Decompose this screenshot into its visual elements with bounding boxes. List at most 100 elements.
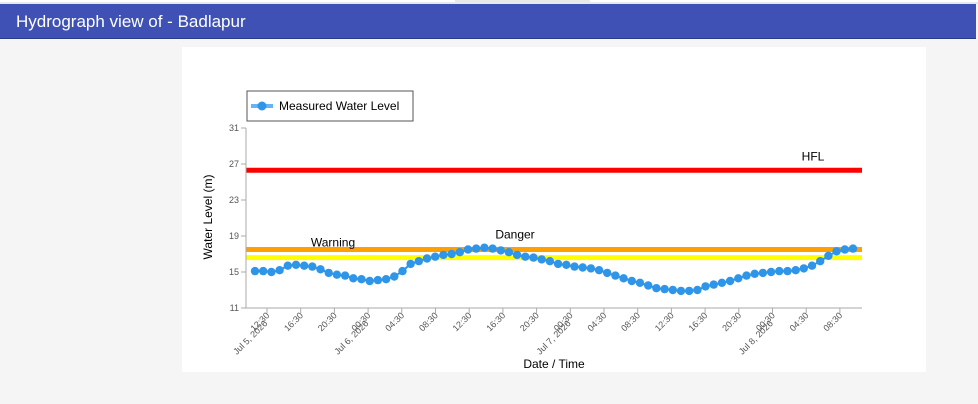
data-point[interactable] (488, 244, 497, 253)
data-point[interactable] (717, 278, 727, 287)
legend-series-marker (257, 101, 267, 111)
x-tick-label: 20:30 (518, 310, 541, 333)
data-point[interactable] (553, 259, 563, 269)
data-point[interactable] (807, 261, 817, 270)
page-title: Hydrograph view of - Badlapur (16, 12, 246, 31)
data-point[interactable] (676, 286, 686, 296)
data-point[interactable] (644, 281, 653, 290)
top-strip-segment (590, 0, 978, 2)
x-tick-label: 12:30 (653, 310, 676, 333)
data-point[interactable] (725, 276, 735, 286)
data-point[interactable] (406, 259, 415, 269)
data-point[interactable] (521, 252, 530, 261)
data-point[interactable] (447, 249, 456, 259)
data-point[interactable] (586, 264, 596, 273)
y-tick-label: 27 (229, 159, 239, 169)
data-point[interactable] (685, 286, 694, 296)
data-point[interactable] (480, 243, 489, 252)
data-point[interactable] (635, 278, 645, 287)
data-point[interactable] (472, 244, 481, 253)
data-point[interactable] (562, 260, 571, 269)
data-point[interactable] (791, 266, 800, 275)
data-point[interactable] (422, 254, 432, 263)
data-point[interactable] (848, 244, 858, 253)
data-point[interactable] (431, 252, 440, 261)
data-point[interactable] (439, 250, 448, 260)
x-tick-label: 16:30 (282, 310, 305, 333)
data-point[interactable] (390, 272, 399, 281)
data-point[interactable] (734, 274, 743, 283)
data-point[interactable] (660, 284, 669, 294)
data-point[interactable] (373, 275, 383, 285)
y-tick-label: 15 (229, 267, 239, 277)
data-point[interactable] (652, 284, 661, 293)
data-point[interactable] (496, 246, 505, 255)
data-point[interactable] (267, 267, 276, 277)
danger-level-label: Danger (495, 228, 534, 242)
data-point[interactable] (570, 262, 579, 271)
chart-legend[interactable]: Measured Water Level (246, 90, 414, 122)
data-point[interactable] (742, 271, 751, 280)
data-point[interactable] (504, 248, 514, 257)
data-point[interactable] (398, 266, 407, 276)
data-point[interactable] (578, 263, 587, 272)
legend-label: Measured Water Level (279, 99, 399, 113)
data-point[interactable] (291, 260, 301, 269)
data-point[interactable] (340, 271, 350, 280)
x-tick-label: 20:30 (316, 310, 339, 333)
data-point[interactable] (308, 262, 317, 271)
x-tick-label: 16:30 (687, 310, 710, 333)
legend-box (246, 90, 414, 122)
data-point[interactable] (783, 266, 792, 276)
data-point[interactable] (275, 266, 284, 275)
data-point[interactable] (594, 266, 604, 275)
data-point[interactable] (709, 280, 718, 289)
data-point[interactable] (766, 267, 776, 277)
x-tick-label: 08:30 (821, 310, 844, 333)
data-point[interactable] (693, 285, 702, 295)
data-point[interactable] (357, 275, 366, 284)
data-point[interactable] (816, 257, 825, 266)
data-point[interactable] (627, 276, 636, 286)
page-header: Hydrograph view of - Badlapur (0, 4, 976, 39)
data-point[interactable] (332, 270, 342, 279)
y-tick-label: 19 (229, 231, 239, 241)
data-point[interactable] (537, 255, 546, 264)
hydrograph-chart: Measured Water Level HFL Danger Warning 11… (201, 90, 862, 371)
data-point[interactable] (619, 274, 628, 283)
data-point[interactable] (259, 266, 268, 276)
x-tick-label: 12:30 (451, 310, 474, 333)
data-point[interactable] (381, 275, 391, 284)
data-point[interactable] (611, 271, 620, 280)
data-point[interactable] (603, 268, 612, 278)
hfl-level-label: HFL (802, 149, 825, 163)
data-point[interactable] (455, 248, 464, 257)
y-tick-label: 31 (229, 123, 239, 133)
data-point[interactable] (840, 245, 849, 254)
data-point[interactable] (832, 247, 841, 256)
x-tick-label: 04:30 (585, 310, 608, 333)
data-point[interactable] (668, 285, 677, 295)
data-point[interactable] (775, 266, 784, 276)
data-point[interactable] (529, 253, 538, 262)
data-point[interactable] (758, 268, 768, 278)
data-point[interactable] (349, 274, 358, 283)
data-point[interactable] (799, 264, 808, 273)
x-tick-label: 04:30 (383, 310, 406, 333)
data-point[interactable] (512, 250, 522, 260)
data-point[interactable] (545, 257, 555, 266)
data-point[interactable] (824, 251, 833, 260)
hydrograph-chart-card: Measured Water Level HFL Danger Warning 11… (182, 47, 926, 372)
data-point[interactable] (414, 257, 423, 266)
data-point[interactable] (250, 266, 260, 276)
data-point[interactable] (300, 261, 309, 270)
x-tick-label: 08:30 (417, 310, 440, 333)
data-point[interactable] (365, 276, 374, 286)
data-point[interactable] (283, 261, 292, 270)
y-axis-title: Water Level (m) (201, 175, 215, 260)
data-point[interactable] (701, 282, 710, 291)
data-point[interactable] (463, 245, 473, 254)
data-point[interactable] (316, 265, 325, 274)
data-point[interactable] (324, 268, 333, 278)
data-point[interactable] (750, 269, 759, 278)
